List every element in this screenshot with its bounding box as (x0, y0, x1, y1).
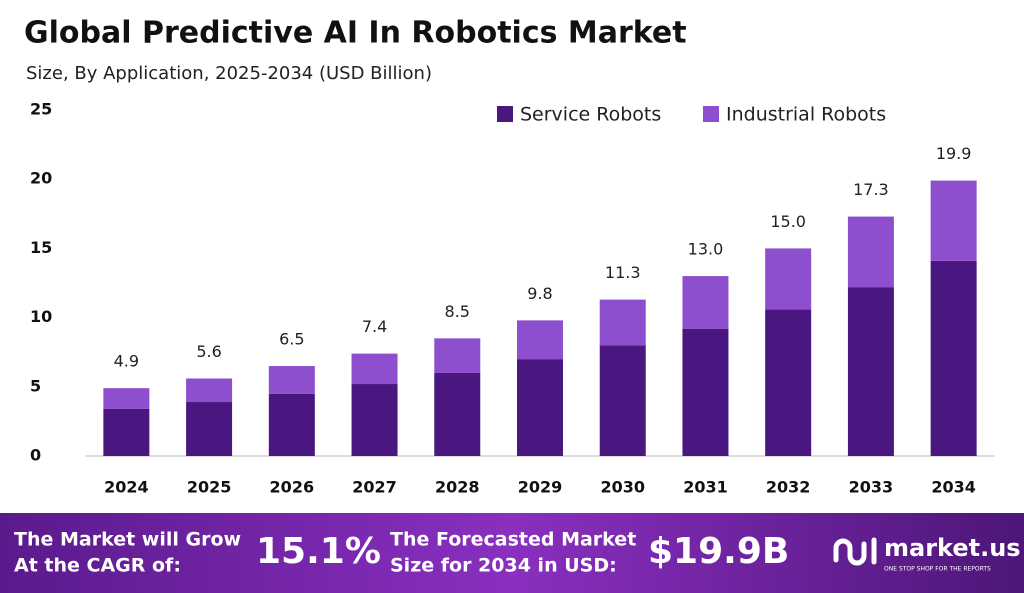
chart-title: Global Predictive AI In Robotics Market (24, 16, 687, 51)
x-tick-label: 2030 (600, 478, 645, 497)
bar-segment (765, 248, 812, 310)
bar-segment (434, 338, 481, 373)
total-label: 5.6 (196, 342, 221, 361)
bar-segment (847, 287, 894, 456)
cagr-value: 15.1% (256, 531, 381, 572)
x-tick-label: 2029 (518, 478, 563, 497)
total-label: 7.4 (362, 317, 387, 336)
x-tick-label: 2025 (187, 478, 232, 497)
x-tick-label: 2033 (849, 478, 894, 497)
x-tick-label: 2027 (352, 478, 397, 497)
x-tick-label: 2026 (270, 478, 315, 497)
y-tick-label: 20 (30, 169, 52, 188)
bar-segment (351, 353, 398, 385)
footer-text: At the CAGR of: (14, 555, 181, 577)
y-tick-label: 0 (30, 446, 41, 465)
bar-segment (268, 393, 315, 456)
x-tick-label: 2034 (931, 478, 976, 497)
brand-logo (833, 537, 877, 566)
footer-text: The Market will Grow (14, 529, 241, 551)
bar-segment (930, 260, 977, 456)
legend-swatch (703, 106, 719, 122)
y-tick-label: 15 (30, 238, 52, 257)
total-label: 9.8 (527, 284, 552, 303)
bar-segment (682, 328, 729, 456)
legend-label: Industrial Robots (726, 104, 886, 126)
footer-text: The Forecasted Market (390, 529, 636, 551)
total-label: 15.0 (770, 212, 806, 231)
x-tick-label: 2031 (683, 478, 728, 497)
bar-segment (186, 402, 233, 456)
y-tick-label: 5 (30, 376, 41, 395)
bar-segment (103, 408, 150, 456)
total-label: 11.3 (605, 263, 641, 282)
y-tick-label: 25 (30, 100, 52, 119)
total-label: 19.9 (936, 144, 972, 163)
footer-band (0, 513, 1024, 593)
bar-segment (930, 180, 977, 261)
chart-subtitle: Size, By Application, 2025-2034 (USD Bil… (26, 63, 432, 84)
total-label: 8.5 (445, 302, 470, 321)
bar-segment (186, 378, 233, 403)
y-tick-label: 10 (30, 307, 52, 326)
bar-segment (268, 366, 315, 394)
bar-segment (599, 299, 646, 346)
bar-segment (765, 309, 812, 456)
bar-segment (434, 372, 481, 456)
bar-segment (103, 388, 150, 409)
brand-tagline: ONE STOP SHOP FOR THE REPORTS (884, 566, 991, 573)
x-tick-label: 2028 (435, 478, 480, 497)
legend-label: Service Robots (520, 104, 661, 126)
x-tick-label: 2024 (104, 478, 149, 497)
total-label: 4.9 (114, 352, 139, 371)
total-label: 17.3 (853, 180, 889, 199)
total-label: 13.0 (688, 240, 724, 259)
bar-segment (517, 359, 563, 456)
bar-segment (847, 216, 894, 288)
bar-segment (599, 345, 646, 456)
bar-segment (682, 276, 729, 329)
bar-segment (351, 384, 398, 456)
x-tick-label: 2032 (766, 478, 811, 497)
brand-name: market.us (884, 534, 1021, 562)
forecast-value: $19.9B (648, 531, 789, 572)
legend-swatch (497, 106, 513, 122)
bar-segment (517, 320, 563, 360)
total-label: 6.5 (279, 330, 304, 349)
footer-text: Size for 2034 in USD: (390, 555, 617, 577)
